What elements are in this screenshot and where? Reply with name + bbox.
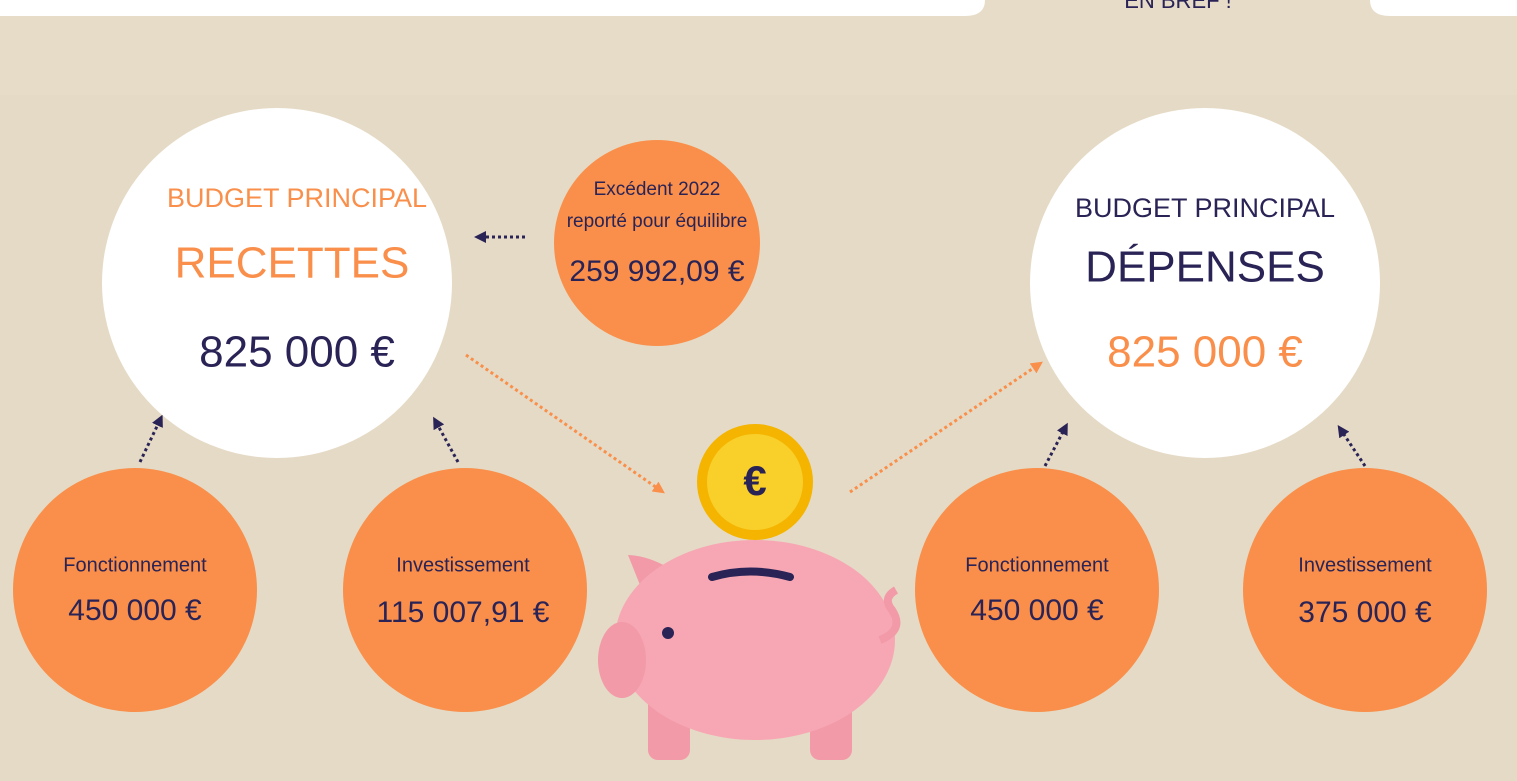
item-circle: [343, 468, 587, 712]
recettes-title: RECETTES: [175, 239, 410, 288]
piggy-bank: [598, 540, 896, 760]
excedent-circle: [554, 140, 760, 346]
item-label: Fonctionnement: [63, 554, 207, 576]
excedent-line1: Excédent 2022: [594, 179, 721, 200]
excedent-line2: reporté pour équilibre: [567, 211, 748, 232]
item-label: Investissement: [396, 554, 530, 576]
item-circle: [915, 468, 1159, 712]
item-label: Fonctionnement: [965, 554, 1109, 576]
item-amount: 115 007,91 €: [377, 596, 550, 629]
recettes-amount: 825 000 €: [199, 328, 395, 377]
arrow: [466, 355, 660, 490]
page: EN BREF ! BUDGET PRINCIPAL RECETTES 825 …: [0, 0, 1517, 781]
tab-title: EN BREF !: [1124, 0, 1232, 13]
item-circle: [13, 468, 257, 712]
infographic: EN BREF ! BUDGET PRINCIPAL RECETTES 825 …: [0, 0, 1517, 781]
arrow: [1045, 428, 1065, 466]
recettes-label: BUDGET PRINCIPAL: [167, 183, 427, 213]
arrow: [436, 422, 458, 462]
top-panel-right: [1370, 0, 1517, 16]
top-panel-left: [0, 0, 985, 16]
coin-symbol: €: [743, 457, 766, 504]
item-label: Investissement: [1298, 554, 1432, 576]
arrow: [1341, 430, 1365, 466]
depenses-title: DÉPENSES: [1085, 243, 1325, 292]
item-amount: 375 000 €: [1298, 596, 1432, 629]
item-amount: 450 000 €: [68, 594, 202, 627]
depenses-label: BUDGET PRINCIPAL: [1075, 193, 1335, 223]
arrow: [140, 420, 160, 462]
coin: €: [697, 424, 813, 540]
item-amount: 450 000 €: [970, 594, 1104, 627]
item-circle: [1243, 468, 1487, 712]
depenses-amount: 825 000 €: [1107, 328, 1303, 377]
excedent-amount: 259 992,09 €: [569, 255, 744, 288]
